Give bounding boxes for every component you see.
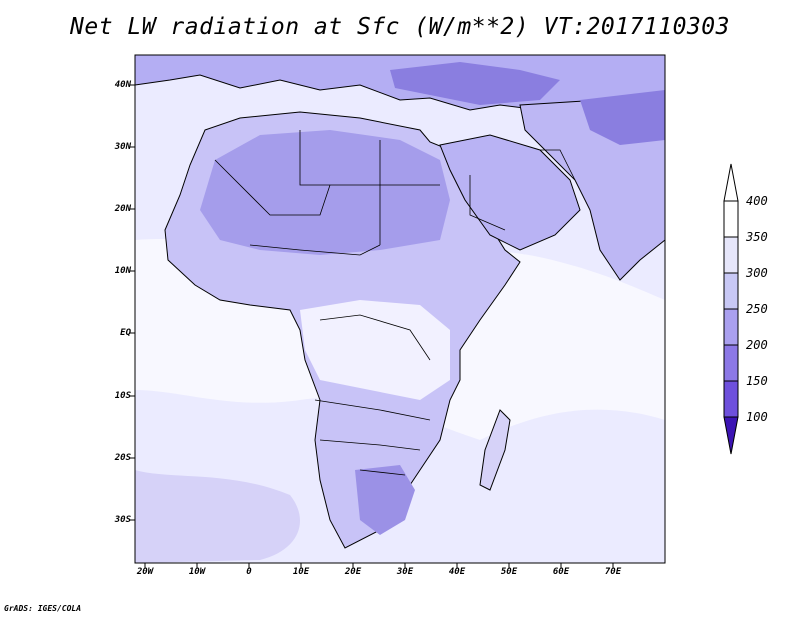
lon-label-70e: 70E [604, 567, 622, 577]
anatolia-region [390, 62, 560, 105]
lat-label-eq: EQ [120, 328, 131, 338]
sahara-region [200, 130, 450, 255]
lon-label-10w: 10W [188, 567, 206, 577]
colorbar-segment-100-150 [723, 380, 739, 418]
colorbar-label-100: 100 [746, 410, 768, 424]
colorbar-label-150: 150 [746, 374, 768, 388]
country-borders [214, 130, 576, 476]
arabian-peninsula [439, 134, 581, 251]
southern-africa-region [355, 465, 415, 535]
southern-ocean-swirl [135, 470, 300, 563]
map-title: Net LW radiation at Sfc (W/m**2) VT:2017… [70, 14, 730, 40]
colorbar-label-350: 350 [746, 230, 768, 244]
colorbar-top-arrow [723, 163, 739, 202]
colorbar-segment-300-350 [723, 236, 739, 274]
colorbar-label-200: 200 [746, 338, 768, 352]
colorbar-segment-150-200 [723, 344, 739, 382]
lat-label-20n: 20N [114, 204, 131, 214]
colorbar-bottom-arrow [723, 416, 739, 455]
lon-label-10e: 10E [292, 567, 310, 577]
lat-label-20s: 20S [114, 453, 131, 463]
madagascar [479, 409, 511, 491]
himalaya-region [580, 90, 665, 145]
colorbar-segment-350-400 [723, 200, 739, 238]
lon-label-50e: 50E [500, 567, 518, 577]
lon-label-20w: 20W [136, 567, 154, 577]
lon-label-60e: 60E [552, 567, 570, 577]
axis-ticks [130, 84, 614, 568]
lon-label-0: 0 [246, 567, 252, 577]
colorbar-segment-200-250 [723, 308, 739, 346]
map-frame [134, 54, 666, 564]
central-africa-region [300, 300, 450, 400]
colorbar-label-300: 300 [746, 266, 768, 280]
lat-label-30s: 30S [114, 515, 131, 525]
lat-label-40n: 40N [114, 80, 131, 90]
colorbar-segment-250-300 [723, 272, 739, 310]
lat-label-30n: 30N [114, 142, 131, 152]
colorbar-label-250: 250 [746, 302, 768, 316]
colorbar-label-400: 400 [746, 194, 768, 208]
lat-label-10n: 10N [114, 266, 131, 276]
lat-label-10s: 10S [114, 391, 131, 401]
colorbar [723, 163, 739, 455]
credit-footer: GrADS: IGES/COLA [4, 604, 82, 613]
lon-label-20e: 20E [344, 567, 362, 577]
lon-label-30e: 30E [396, 567, 414, 577]
map-canvas [135, 55, 665, 563]
lon-label-40e: 40E [448, 567, 466, 577]
